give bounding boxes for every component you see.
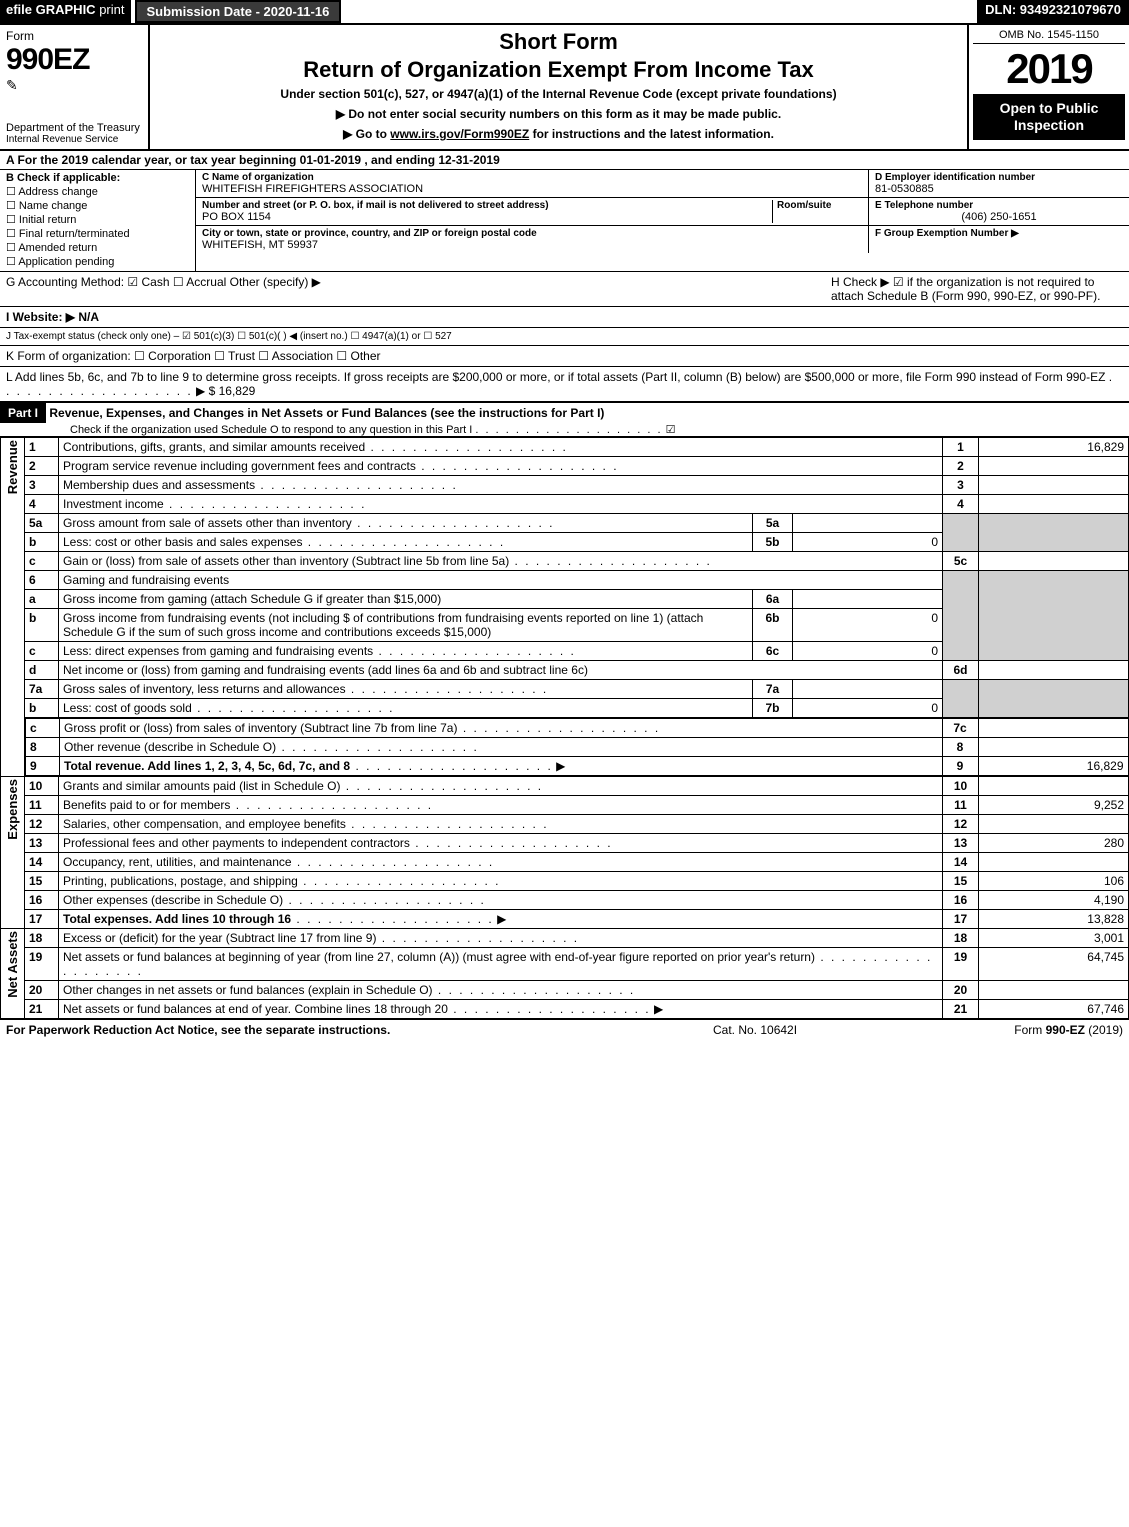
line-20: 20 Other changes in net assets or fund b… (1, 981, 1129, 1000)
row-k: K Form of organization: ☐ Corporation ☐ … (0, 346, 1129, 367)
line-13: 13 Professional fees and other payments … (1, 834, 1129, 853)
omb-number: OMB No. 1545-1150 (973, 29, 1125, 44)
part1-check[interactable]: ☑ (666, 424, 676, 436)
department: Department of the Treasury (6, 122, 142, 134)
row-gh: G Accounting Method: ☑ Cash ☐ Accrual Ot… (0, 272, 1129, 307)
footer-notice: For Paperwork Reduction Act Notice, see … (6, 1023, 713, 1037)
org-name: WHITEFISH FIREFIGHTERS ASSOCIATION (202, 183, 862, 195)
efile-badge: efile GRAPHIC print (0, 0, 131, 23)
phone: (406) 250-1651 (875, 211, 1123, 223)
line-11: 11 Benefits paid to or for members 11 9,… (1, 796, 1129, 815)
line-7c: c Gross profit or (loss) from sales of i… (26, 719, 1129, 738)
chk-final[interactable]: ☐ Final return/terminated (6, 227, 189, 240)
room-label: Room/suite (777, 200, 862, 211)
side-revenue: Revenue (1, 438, 25, 777)
topbar: efile GRAPHIC print Submission Date - 20… (0, 0, 1129, 25)
line-16: 16 Other expenses (describe in Schedule … (1, 891, 1129, 910)
goto-link[interactable]: ▶ Go to www.irs.gov/Form990EZ for instru… (158, 127, 959, 141)
part1-header: Part I Revenue, Expenses, and Changes in… (0, 402, 1129, 437)
chk-amended[interactable]: ☐ Amended return (6, 241, 189, 254)
line-9: 9 Total revenue. Add lines 1, 2, 3, 4, 5… (26, 757, 1129, 776)
line-19: 19 Net assets or fund balances at beginn… (1, 948, 1129, 981)
line-4: 4 Investment income 4 (1, 495, 1129, 514)
header-mid: Short Form Return of Organization Exempt… (150, 25, 969, 149)
line-10: Expenses 10 Grants and similar amounts p… (1, 777, 1129, 796)
chk-initial[interactable]: ☐ Initial return (6, 213, 189, 226)
i-website: I Website: ▶ N/A (6, 310, 99, 324)
d-label: D Employer identification number (875, 172, 1123, 183)
e-phone-cell: E Telephone number (406) 250-1651 (869, 198, 1129, 225)
tax-year: 2019 (973, 48, 1125, 90)
c-addr-cell: Number and street (or P. O. box, if mail… (196, 198, 869, 225)
side-expenses: Expenses (1, 777, 25, 929)
l-arrow: ▶ $ 16,829 (196, 384, 255, 398)
header-right: OMB No. 1545-1150 2019 Open to Public In… (969, 25, 1129, 149)
footer-formref: Form 990-EZ (2019) (933, 1023, 1123, 1037)
line-15: 15 Printing, publications, postage, and … (1, 872, 1129, 891)
line-6d: d Net income or (loss) from gaming and f… (1, 661, 1129, 680)
line-2: 2 Program service revenue including gove… (1, 457, 1129, 476)
l-text: L Add lines 5b, 6c, and 7b to line 9 to … (6, 370, 1105, 384)
footer-catno: Cat. No. 10642I (713, 1023, 933, 1037)
submission-date: Submission Date - 2020-11-16 (135, 0, 342, 23)
line-12: 12 Salaries, other compensation, and emp… (1, 815, 1129, 834)
row-a: A For the 2019 calendar year, or tax yea… (0, 151, 1129, 170)
line-17: 17 Total expenses. Add lines 10 through … (1, 910, 1129, 929)
line-21: 21 Net assets or fund balances at end of… (1, 1000, 1129, 1019)
col-cd: C Name of organization WHITEFISH FIREFIG… (196, 170, 1129, 271)
c-name-cell: C Name of organization WHITEFISH FIREFIG… (196, 170, 869, 197)
part1-badge: Part I (0, 403, 46, 423)
c-city-cell: City or town, state or province, country… (196, 226, 869, 253)
footer: For Paperwork Reduction Act Notice, see … (0, 1019, 1129, 1040)
under-section: Under section 501(c), 527, or 4947(a)(1)… (158, 87, 959, 101)
chk-pending[interactable]: ☐ Application pending (6, 255, 189, 268)
side-netassets: Net Assets (1, 929, 25, 1019)
row-j: J Tax-exempt status (check only one) – ☑… (0, 328, 1129, 346)
c-addr-label: Number and street (or P. O. box, if mail… (202, 200, 772, 211)
line-8: 8 Other revenue (describe in Schedule O)… (26, 738, 1129, 757)
do-not-warning: ▶ Do not enter social security numbers o… (158, 107, 959, 121)
c-city-label: City or town, state or province, country… (202, 228, 862, 239)
h-schedule-b: H Check ▶ ☑ if the organization is not r… (823, 275, 1123, 303)
row-l: L Add lines 5b, 6c, and 7b to line 9 to … (0, 367, 1129, 402)
irs: Internal Revenue Service (6, 134, 142, 145)
print-link[interactable]: print (99, 2, 124, 17)
line-5a: 5a Gross amount from sale of assets othe… (1, 514, 1129, 533)
return-title: Return of Organization Exempt From Incom… (158, 57, 959, 83)
e-label: E Telephone number (875, 200, 1123, 211)
col-b: B Check if applicable: ☐ Address change … (0, 170, 196, 271)
chk-name[interactable]: ☐ Name change (6, 199, 189, 212)
line-5c: c Gain or (loss) from sale of assets oth… (1, 552, 1129, 571)
line-1: Revenue 1 Contributions, gifts, grants, … (1, 438, 1129, 457)
part1-title: Revenue, Expenses, and Changes in Net As… (49, 406, 604, 420)
efile-text: efile GRAPHIC (6, 2, 96, 17)
f-group-cell: F Group Exemption Number ▶ (869, 226, 1129, 253)
d-ein-cell: D Employer identification number 81-0530… (869, 170, 1129, 197)
line-3: 3 Membership dues and assessments 3 (1, 476, 1129, 495)
form-word: Form (6, 29, 142, 43)
line-14: 14 Occupancy, rent, utilities, and maint… (1, 853, 1129, 872)
b-label: B Check if applicable: (6, 172, 189, 184)
line-7c-8-9: c Gross profit or (loss) from sales of i… (1, 718, 1129, 777)
line-7a: 7a Gross sales of inventory, less return… (1, 680, 1129, 699)
open-public: Open to Public Inspection (973, 94, 1125, 140)
lines-table: Revenue 1 Contributions, gifts, grants, … (0, 437, 1129, 1019)
header-left: Form 990EZ ✎ Department of the Treasury … (0, 25, 150, 149)
f-label: F Group Exemption Number ▶ (875, 228, 1123, 239)
row-i: I Website: ▶ N/A (0, 307, 1129, 328)
line-18: Net Assets 18 Excess or (deficit) for th… (1, 929, 1129, 948)
org-city: WHITEFISH, MT 59937 (202, 239, 862, 251)
block-bcdef: B Check if applicable: ☐ Address change … (0, 170, 1129, 272)
ein: 81-0530885 (875, 183, 1123, 195)
short-form-title: Short Form (158, 29, 959, 55)
dln: DLN: 93492321079670 (977, 0, 1129, 23)
org-address: PO BOX 1154 (202, 211, 772, 223)
g-accounting: G Accounting Method: ☑ Cash ☐ Accrual Ot… (6, 275, 823, 303)
chk-address[interactable]: ☐ Address change (6, 185, 189, 198)
line-6: 6 Gaming and fundraising events (1, 571, 1129, 590)
form-number: 990EZ (6, 43, 142, 77)
form-header: Form 990EZ ✎ Department of the Treasury … (0, 25, 1129, 151)
c-name-label: C Name of organization (202, 172, 862, 183)
part1-sub: Check if the organization used Schedule … (0, 423, 1129, 436)
